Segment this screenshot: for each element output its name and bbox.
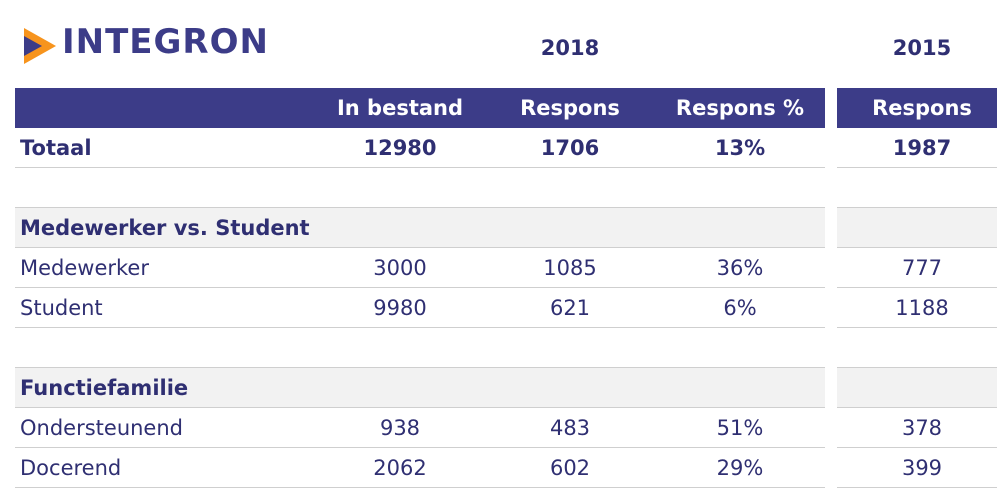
- cell-value: 378: [901, 416, 943, 440]
- header-bar: [15, 88, 825, 128]
- row-label: Totaal: [20, 136, 92, 160]
- row-line: [837, 327, 997, 328]
- row-label: Student: [20, 296, 103, 320]
- section-bg: [15, 368, 825, 408]
- row-label: Docerend: [20, 456, 122, 480]
- row-label: Medewerker: [20, 256, 149, 280]
- cell-value: 13%: [714, 136, 766, 160]
- row-line: [15, 447, 825, 448]
- section-label: Medewerker vs. Student: [20, 216, 310, 240]
- cell-value: 1085: [543, 256, 597, 280]
- row-line: [837, 447, 997, 448]
- cell-value: 2062: [373, 456, 427, 480]
- row-line: [15, 327, 825, 328]
- cell-value: 36%: [716, 256, 764, 280]
- row-line: [15, 167, 825, 168]
- cell-value: 3000: [373, 256, 427, 280]
- section-bg: [837, 368, 997, 408]
- cell-value: 938: [379, 416, 421, 440]
- header-bar: [837, 88, 997, 128]
- section-bg: [837, 208, 997, 248]
- cell-value: 602: [549, 456, 591, 480]
- cell-value: 9980: [373, 296, 427, 320]
- section-label: Functiefamilie: [20, 376, 189, 400]
- column-header: Respons: [520, 96, 620, 120]
- row-line: [15, 407, 825, 408]
- year-label: 2015: [892, 36, 952, 60]
- cell-value: 621: [549, 296, 591, 320]
- row-line: [837, 407, 997, 408]
- column-header: Respons %: [675, 96, 805, 120]
- logo-icon: [24, 28, 56, 64]
- year-label: 2018: [540, 36, 600, 60]
- cell-value: 29%: [716, 456, 764, 480]
- row-label: Ondersteunend: [20, 416, 183, 440]
- cell-value: 12980: [363, 136, 437, 160]
- logo-text: INTEGRON: [62, 22, 269, 62]
- column-header: In bestand: [336, 96, 464, 120]
- row-line: [837, 207, 997, 208]
- cell-value: 483: [549, 416, 591, 440]
- cell-value: 399: [901, 456, 943, 480]
- row-line: [15, 207, 825, 208]
- cell-value: 6%: [723, 296, 757, 320]
- row-line: [837, 287, 997, 288]
- column-header: Respons: [872, 96, 972, 120]
- row-line: [837, 367, 997, 368]
- row-line: [837, 247, 997, 248]
- row-line: [15, 287, 825, 288]
- section-bg: [15, 208, 825, 248]
- row-line: [837, 167, 997, 168]
- row-line: [15, 247, 825, 248]
- cell-value: 1188: [895, 296, 949, 320]
- cell-value: 51%: [716, 416, 764, 440]
- row-line: [15, 367, 825, 368]
- cell-value: 1706: [540, 136, 600, 160]
- cell-value: 777: [901, 256, 943, 280]
- cell-value: 1987: [892, 136, 952, 160]
